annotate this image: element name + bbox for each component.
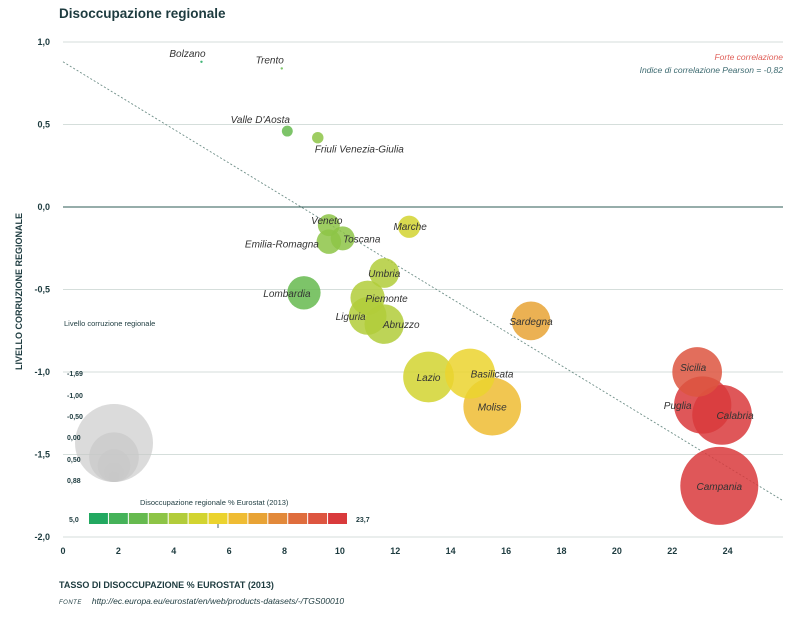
- bubble-labels: Bolzano Trento Valle D'Aosta Friuli Venezia…: [169, 49, 754, 493]
- size-legend-label: 0,88: [67, 478, 81, 485]
- bubble-piemonte: [350, 280, 385, 315]
- x-tick-label: 10: [335, 546, 345, 556]
- y-tick-label: -2,0: [34, 532, 50, 542]
- bubble-label: Veneto: [311, 216, 343, 227]
- color-legend-swatch: [128, 513, 148, 524]
- color-legend-swatch: [228, 513, 248, 524]
- bubble-label: Marche: [393, 222, 427, 233]
- gridlines: [63, 41, 783, 538]
- bubble-label: Valle D'Aosta: [231, 115, 291, 126]
- bubble-sicilia: [672, 347, 722, 397]
- y-tick-label: 0,5: [37, 120, 50, 130]
- bubble-label: Emilia-Romagna: [245, 240, 319, 251]
- bubble-umbria: [369, 258, 400, 288]
- bubble-bolzano: [200, 60, 203, 63]
- color-legend-swatch: [148, 513, 168, 524]
- bubble-label: Piemonte: [365, 294, 408, 305]
- size-legend-label: 0,50: [67, 457, 81, 464]
- x-tick-label: 14: [446, 546, 456, 556]
- x-tick-label: 20: [612, 546, 622, 556]
- source-line: FONTE http://ec.europa.eu/eurostat/en/web…: [59, 596, 344, 606]
- y-tick-label: 1,0: [37, 37, 50, 47]
- x-tick-label: 6: [227, 546, 232, 556]
- x-tick-label: 22: [667, 546, 677, 556]
- bubble-label: Bolzano: [169, 49, 206, 60]
- x-tick-label: 16: [501, 546, 511, 556]
- size-legend-title: Livello corruzione regionale: [64, 319, 155, 328]
- bubble-label: Umbria: [368, 269, 401, 280]
- bubble-veneto: [317, 214, 340, 237]
- color-legend-swatch: [188, 513, 208, 524]
- size-legend-label: -1,00: [67, 393, 83, 400]
- x-tick-label: 0: [60, 546, 65, 556]
- x-tick-labels: 0 2 4 6 8 10 12 14 16 18 20 22 24: [60, 546, 732, 556]
- bubble-label: Molise: [478, 403, 507, 414]
- bubble-label: Sicilia: [680, 363, 707, 374]
- bubble-basilicata: [445, 348, 496, 399]
- size-legend: -1,69 -1,00 -0,50 0,00 0,50 0,88: [67, 371, 153, 485]
- bubble-label: Calabria: [716, 411, 754, 422]
- size-legend-label: 0,00: [67, 435, 81, 442]
- color-legend-swatch: [268, 513, 288, 524]
- y-tick-labels: 1,0 0,5 0,0 -0,5 -1,0 -1,5 -2,0: [34, 37, 50, 542]
- bubble-lombardia: [287, 276, 321, 310]
- bubble-friuli-venezia-giulia: [312, 131, 324, 144]
- bubble-valle-d-aosta: [281, 125, 293, 137]
- x-tick-label: 2: [116, 546, 121, 556]
- source-prefix: FONTE: [59, 600, 82, 606]
- color-legend-title: Disoccupazione regionale % Eurostat (201…: [140, 498, 289, 507]
- color-legend-swatch: [168, 513, 188, 524]
- color-legend-max: 23,7: [356, 517, 370, 524]
- size-legend-label: -1,69: [67, 371, 83, 378]
- note-pearson-index: Indice di correlazione Pearson = -0,82: [640, 65, 784, 75]
- size-legend-label: -0,50: [67, 414, 83, 421]
- trend-line: [62, 61, 784, 502]
- x-tick-label: 12: [390, 546, 400, 556]
- color-legend-swatch: [248, 513, 268, 524]
- x-axis-label: TASSO DI DISOCCUPAZIONE % EUROSTAT (2013…: [59, 580, 274, 590]
- bubble-label: Lazio: [417, 373, 441, 384]
- bubble-lazio: [403, 351, 454, 403]
- bubble-label: Lombardia: [263, 289, 311, 300]
- y-tick-label: 0,0: [37, 202, 50, 212]
- y-axis-label: LIVELLO CORRUZIONE REGIONALE: [14, 213, 24, 370]
- bubble-label: Toscana: [343, 234, 381, 245]
- y-tick-label: -0,5: [34, 285, 50, 295]
- color-legend-swatch: [89, 513, 108, 524]
- chart-title: Disoccupazione regionale: [59, 6, 226, 21]
- bubble-label: Friuli Venezia-Giulia: [315, 145, 405, 156]
- color-legend-min: 5,0: [69, 517, 79, 524]
- size-legend-circle: [108, 471, 120, 483]
- y-tick-label: -1,5: [34, 450, 50, 460]
- x-tick-label: 4: [171, 546, 176, 556]
- x-tick-label: 24: [723, 546, 733, 556]
- size-legend-circle: [112, 479, 116, 482]
- source-url: http://ec.europa.eu/eurostat/en/web/prod…: [91, 596, 345, 606]
- color-legend-swatch: [208, 513, 228, 524]
- color-legend-swatch: [328, 513, 347, 524]
- bubble-label: Trento: [256, 55, 285, 66]
- x-tick-label: 18: [556, 546, 566, 556]
- color-legend-swatch: [308, 513, 328, 524]
- bubble-label: Abruzzo: [382, 320, 420, 331]
- bubble-trento: [280, 67, 283, 70]
- bubbles: [200, 60, 759, 525]
- bubble-campania: [680, 446, 759, 525]
- bubble-label: Liguria: [336, 312, 366, 323]
- bubble-label: Sardegna: [509, 317, 553, 328]
- x-tick-label: 8: [282, 546, 287, 556]
- y-tick-label: -1,0: [34, 367, 50, 377]
- bubble-label: Puglia: [664, 401, 692, 412]
- note-strong-correlation: Forte correlazione: [714, 52, 783, 62]
- bubble-label: Basilicata: [471, 370, 514, 381]
- color-legend-swatch: [108, 513, 128, 524]
- bubble-sardegna: [511, 301, 551, 341]
- color-legend-bar: [89, 513, 347, 528]
- color-legend-swatch: [288, 513, 308, 524]
- bubble-label: Campania: [697, 482, 743, 493]
- bubble-marche: [398, 215, 421, 238]
